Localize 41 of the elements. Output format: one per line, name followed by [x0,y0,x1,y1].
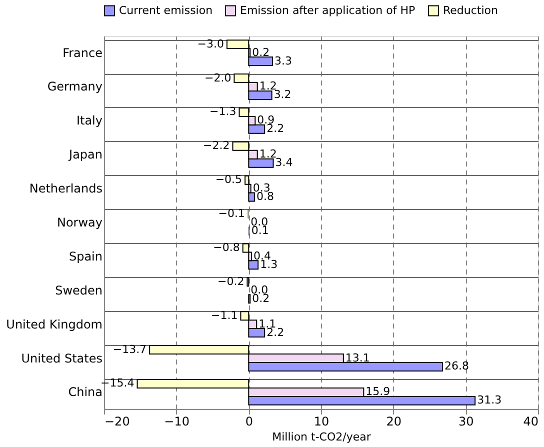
data-label: 0.2 [252,46,270,59]
y-tick-label: France [62,46,102,60]
data-label: −15.4 [100,376,134,390]
y-tick-label: Sweden [55,283,102,298]
y-tick-label: Japan [68,148,102,162]
y-tick-label: Netherlands [29,182,102,196]
data-label: −0.1 [218,207,245,220]
data-label: −1.1 [210,308,238,322]
data-label: −0.8 [213,240,240,254]
x-tick-label: −20 [104,414,130,428]
y-tick-label: Italy [76,114,102,128]
data-label: −0.2 [218,274,244,288]
y-tick-label: United States [21,351,102,366]
x-tick-label: 40 [523,414,538,428]
x-tick-label: 10 [314,414,330,428]
x-axis-title: Million t-CO2/year [272,430,372,444]
data-label: 26.8 [444,360,470,373]
data-label: −0.5 [215,173,242,186]
data-label: −3.0 [197,37,224,50]
data-label: 13.1 [345,351,370,364]
x-tick-label: 0 [245,414,253,428]
data-label: 1.2 [259,148,277,161]
data-label: 3.3 [274,54,292,68]
data-label: −13.7 [112,342,147,356]
legend-label: Reduction [443,4,498,17]
x-tick-label: 30 [458,414,474,428]
data-label: −2.2 [203,139,230,152]
x-tick-label: −10 [164,414,190,428]
y-tick-label: China [68,385,102,400]
data-label: 3.4 [275,156,293,170]
y-tick-label: United Kingdom [6,317,102,332]
legend-label: Current emission [119,4,213,17]
data-label: 15.9 [366,385,390,398]
data-label: 31.3 [477,394,502,407]
y-tick-label: Spain [68,249,102,264]
data-label: −2.0 [204,71,232,84]
x-tick-label: 20 [386,414,402,428]
legend-label: Emission after application of HP [240,4,416,17]
y-tick-label: Germany [47,80,102,94]
data-label: −1.3 [210,105,236,118]
y-tick-label: Norway [56,216,102,230]
